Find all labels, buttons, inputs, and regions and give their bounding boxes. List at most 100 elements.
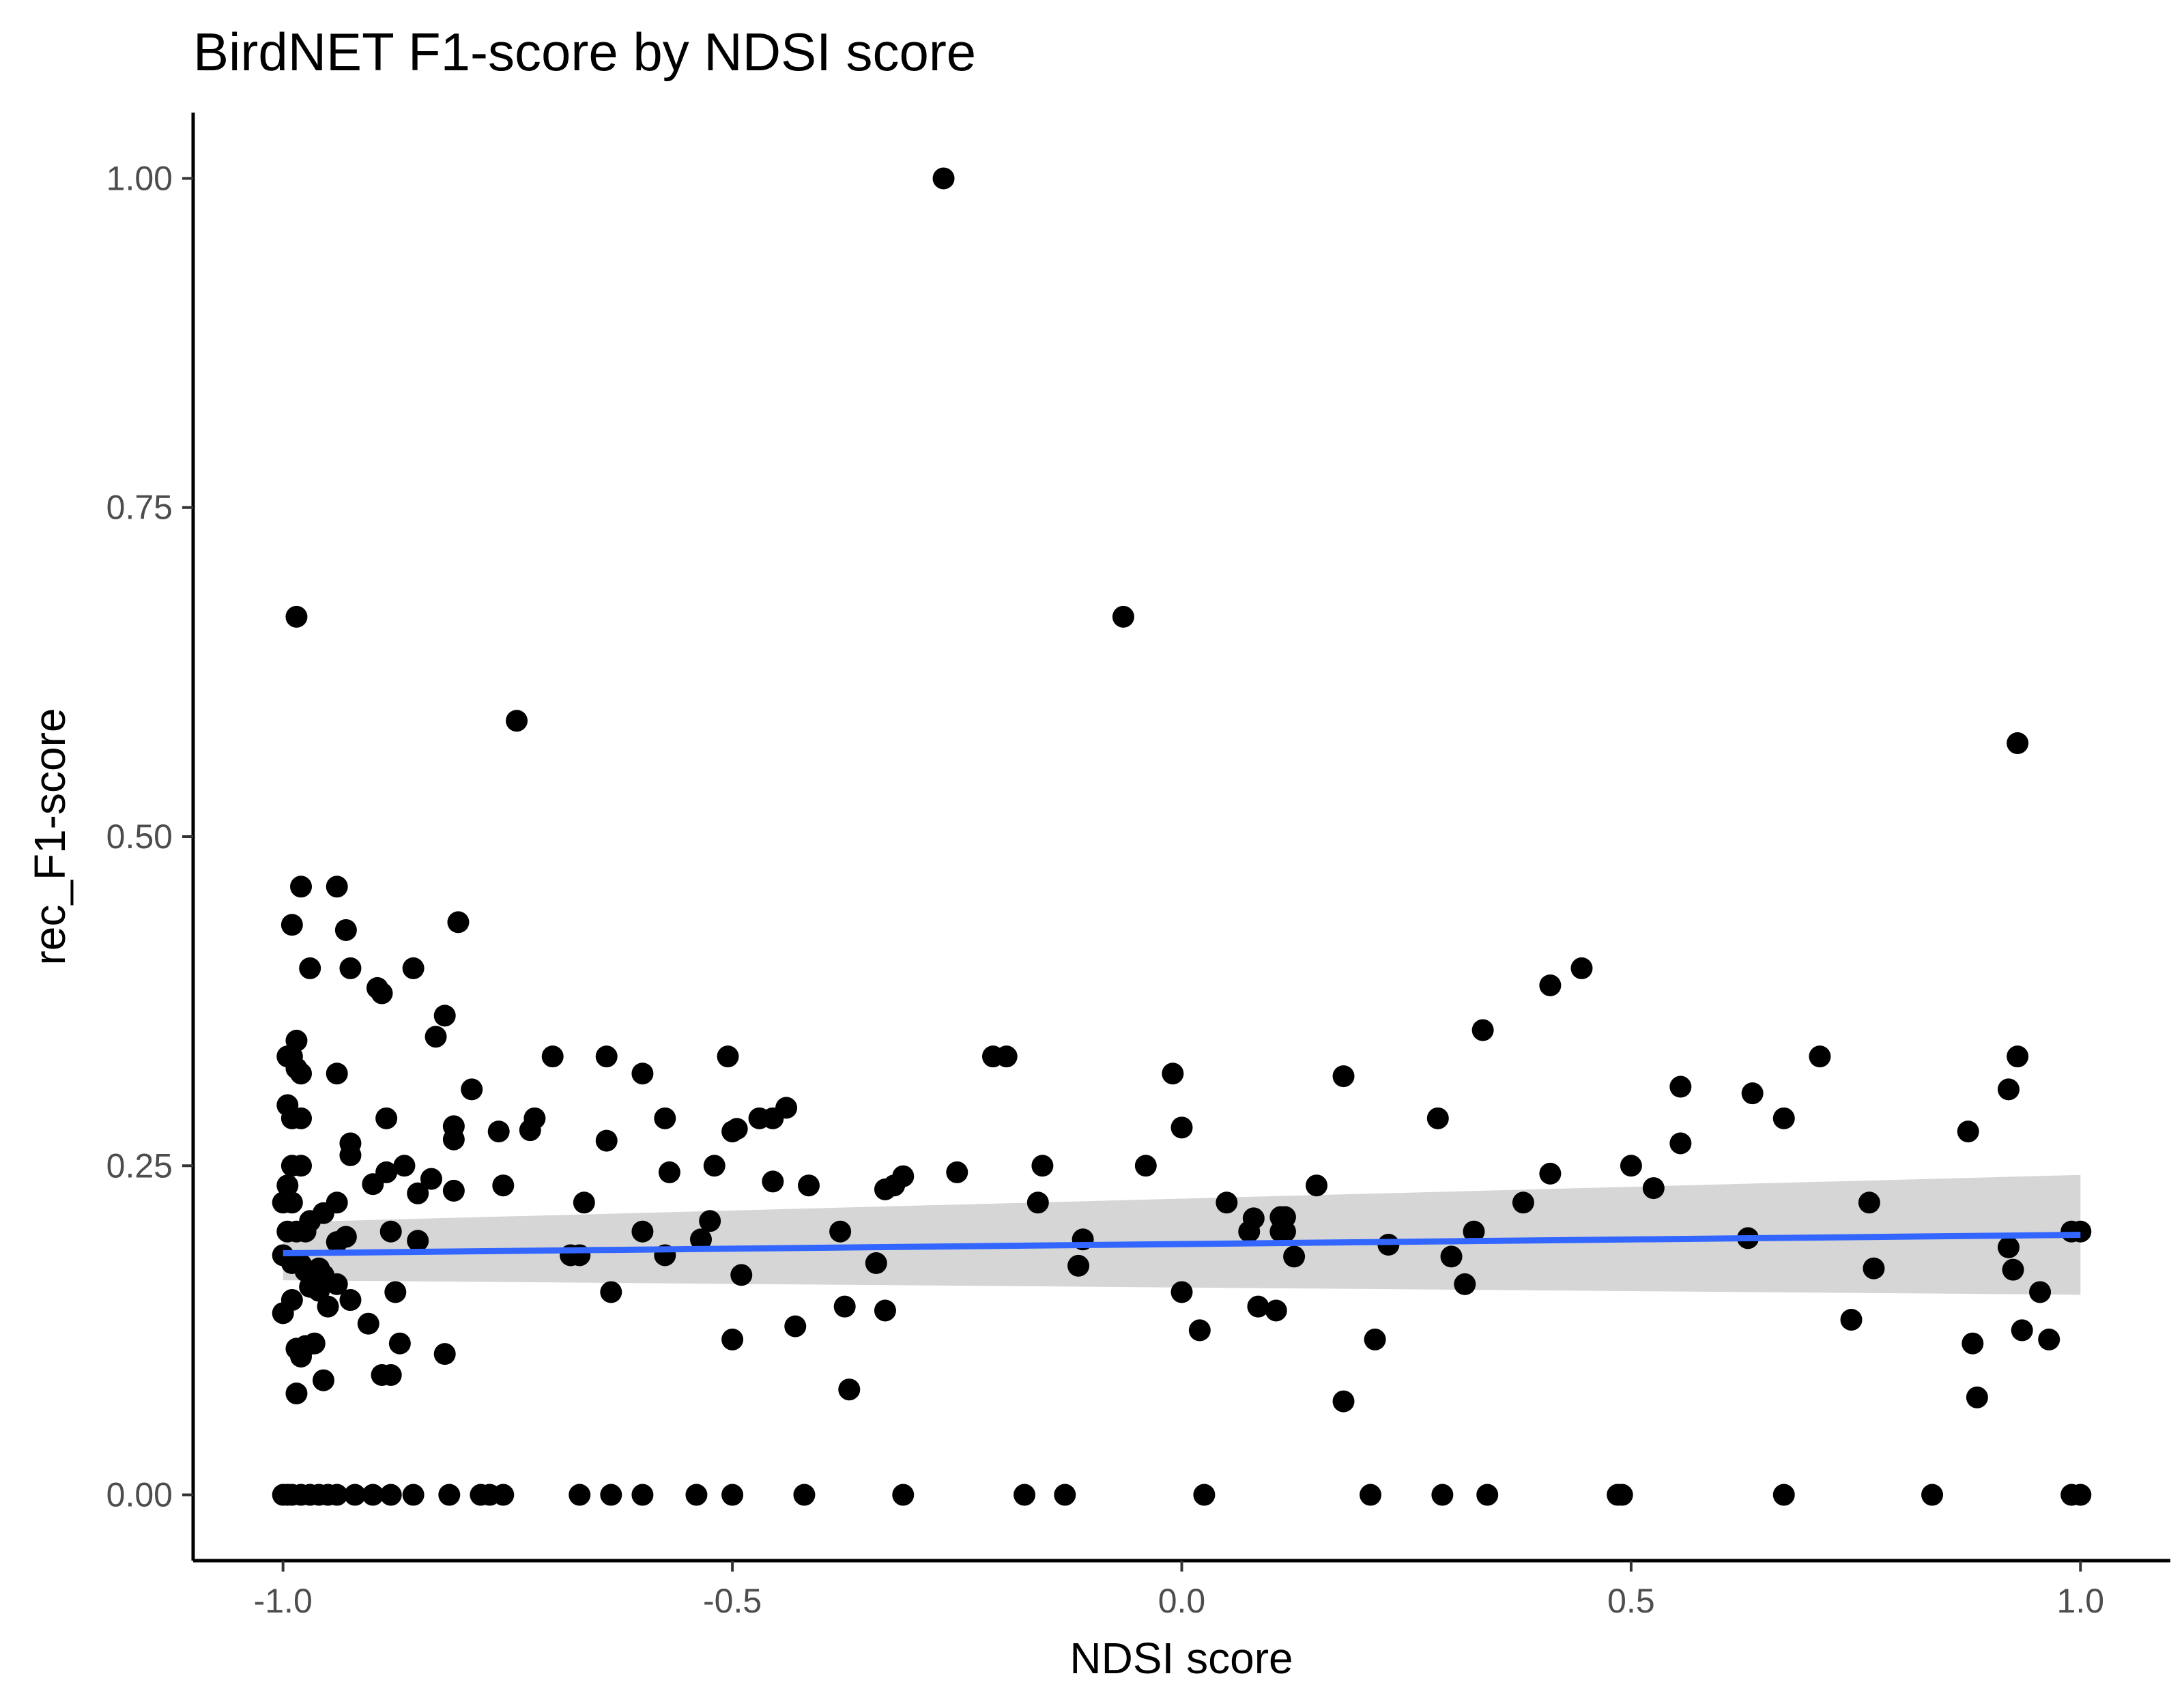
data-point	[433, 1004, 456, 1027]
data-point	[425, 1026, 447, 1048]
data-point	[326, 1273, 348, 1295]
data-point	[344, 1484, 367, 1506]
data-point	[1997, 1236, 2020, 1258]
data-point	[762, 1107, 784, 1129]
chart-title: BirdNET F1-score by NDSI score	[193, 22, 976, 82]
data-point	[1962, 1332, 1984, 1355]
data-point	[371, 982, 393, 1004]
data-point	[1772, 1484, 1795, 1506]
data-point	[2069, 1484, 2092, 1506]
data-point	[2029, 1281, 2052, 1303]
data-point	[2002, 1258, 2024, 1281]
data-point	[362, 1173, 384, 1196]
data-point	[393, 1155, 416, 1177]
data-point	[829, 1220, 852, 1243]
data-point	[1471, 1019, 1494, 1041]
data-point	[433, 1343, 456, 1365]
data-point	[326, 1231, 348, 1254]
data-point	[1031, 1155, 1054, 1177]
data-point	[690, 1228, 713, 1251]
data-point	[388, 1332, 411, 1355]
data-point	[1014, 1484, 1036, 1506]
data-point	[798, 1174, 820, 1197]
data-point	[631, 1220, 654, 1243]
fit-line-layer	[283, 1232, 2081, 1257]
data-point	[384, 1281, 407, 1303]
data-point	[1170, 1281, 1193, 1303]
data-point	[1332, 1390, 1355, 1413]
data-point	[1669, 1132, 1692, 1155]
data-point	[438, 1484, 461, 1506]
data-point	[334, 919, 357, 941]
data-point	[1274, 1220, 1296, 1243]
data-point	[1332, 1065, 1355, 1088]
data-point	[312, 1369, 334, 1391]
y-tick-label: 0.50	[106, 818, 173, 856]
data-point	[685, 1484, 708, 1506]
data-point	[874, 1178, 896, 1200]
data-point	[1306, 1174, 1328, 1197]
data-point	[339, 1289, 362, 1312]
data-point	[1162, 1062, 1184, 1085]
data-point	[569, 1484, 591, 1506]
data-point	[1440, 1245, 1463, 1268]
data-point	[285, 1383, 308, 1405]
data-point	[1216, 1191, 1238, 1214]
data-point	[654, 1107, 676, 1129]
data-point	[1539, 1162, 1562, 1185]
data-point	[995, 1045, 1018, 1068]
data-point	[1283, 1245, 1306, 1268]
data-point	[407, 1182, 429, 1204]
data-point	[762, 1170, 784, 1193]
data-point	[281, 914, 303, 936]
data-point	[326, 1062, 348, 1085]
points-layer	[272, 167, 2092, 1506]
data-point	[420, 1168, 442, 1190]
data-point	[721, 1121, 744, 1143]
data-point	[1026, 1191, 1049, 1214]
data-point	[1067, 1254, 1090, 1277]
data-point	[874, 1299, 896, 1322]
data-point	[721, 1484, 744, 1506]
confidence-band	[283, 1174, 2081, 1295]
data-point	[1966, 1386, 1988, 1408]
data-point	[631, 1062, 654, 1085]
data-point	[487, 1121, 510, 1143]
data-point	[1512, 1191, 1534, 1214]
data-point	[793, 1484, 816, 1506]
data-point	[308, 1280, 330, 1302]
data-point	[1620, 1155, 1642, 1177]
data-point	[285, 605, 308, 628]
data-point	[833, 1295, 856, 1318]
data-point	[1772, 1107, 1795, 1129]
data-point	[326, 1484, 348, 1506]
x-axis-title: NDSI score	[1069, 1634, 1293, 1683]
data-point	[658, 1161, 680, 1183]
data-point	[339, 957, 362, 979]
data-point	[838, 1378, 861, 1401]
x-tick-label: -0.5	[703, 1582, 762, 1620]
data-point	[1539, 974, 1562, 996]
data-point	[1476, 1484, 1499, 1506]
data-point	[1247, 1295, 1269, 1318]
data-point	[932, 167, 955, 190]
data-point	[402, 957, 425, 979]
y-tick-label: 1.00	[106, 159, 173, 197]
data-point	[402, 1484, 425, 1506]
data-point	[272, 1191, 294, 1214]
y-tick-label: 0.75	[106, 489, 173, 527]
data-point	[1840, 1308, 1863, 1331]
data-point	[317, 1295, 339, 1318]
data-point	[357, 1312, 379, 1335]
data-point	[299, 957, 321, 979]
data-point	[447, 911, 470, 934]
data-point	[1188, 1319, 1211, 1342]
y-tick-label: 0.25	[106, 1146, 173, 1185]
data-point	[1611, 1484, 1633, 1506]
data-point	[1809, 1045, 1831, 1068]
data-point	[1112, 605, 1134, 628]
data-point	[946, 1161, 968, 1183]
data-point	[407, 1230, 429, 1252]
data-point	[699, 1210, 721, 1232]
